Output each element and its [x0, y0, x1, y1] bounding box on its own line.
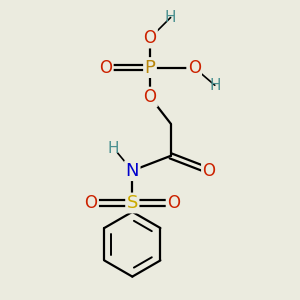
Text: H: H — [209, 78, 220, 93]
Text: H: H — [165, 10, 176, 25]
Text: S: S — [127, 194, 138, 212]
Text: O: O — [202, 162, 215, 180]
Text: N: N — [126, 162, 139, 180]
Text: O: O — [99, 58, 112, 76]
Text: O: O — [167, 194, 180, 212]
Text: O: O — [188, 58, 201, 76]
Text: O: O — [143, 88, 157, 106]
Text: H: H — [107, 141, 119, 156]
Text: O: O — [85, 194, 98, 212]
Text: P: P — [145, 58, 155, 76]
Text: O: O — [143, 29, 157, 47]
